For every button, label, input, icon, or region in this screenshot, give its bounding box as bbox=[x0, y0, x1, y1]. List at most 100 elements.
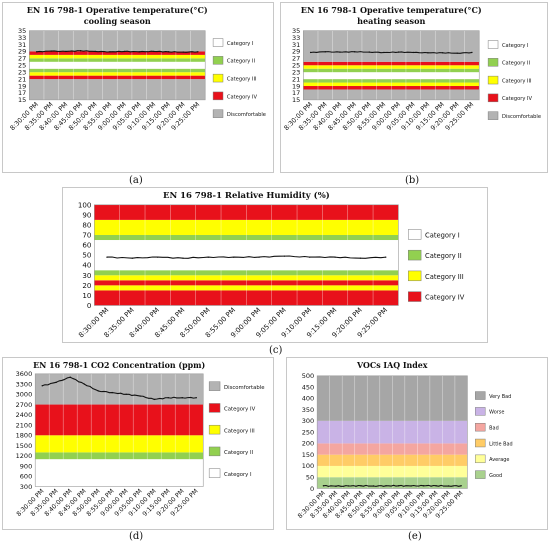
chart-a-title: EN 16 798-1 Operative temperature(°C) bbox=[27, 5, 208, 15]
legend-label-a-1: Category II bbox=[227, 59, 256, 65]
data-point-a-11 bbox=[197, 51, 199, 53]
data-point-d-6 bbox=[125, 393, 127, 395]
y-tick-label-b-4: 23 bbox=[292, 68, 300, 76]
legend-swatch-e-4 bbox=[475, 454, 486, 464]
chart-d-svg: EN 16 798-1 CO2 Concentration (ppm) 300 60… bbox=[15, 361, 264, 518]
legend-label-a-3: Category IV bbox=[227, 94, 258, 100]
data-point-a-5 bbox=[109, 51, 111, 53]
legend-swatch-a-1 bbox=[212, 56, 224, 65]
y-tick-label-b-1: 17 bbox=[292, 89, 300, 97]
y-tick-label-a-4: 23 bbox=[18, 68, 26, 76]
chart-panel-d: EN 16 798-1 CO2 Concentration (ppm) 300 60… bbox=[2, 357, 274, 530]
y-tick-label-e-0: 0 bbox=[310, 485, 314, 493]
chart-b-subtitle: heating season bbox=[357, 16, 425, 26]
data-point-d-5 bbox=[111, 391, 113, 394]
chart-e-title: VOCs IAQ Index bbox=[356, 361, 428, 370]
legend-swatch-d-0 bbox=[208, 381, 221, 391]
y-tick-label-a-5: 25 bbox=[18, 62, 26, 70]
y-tick-label-e-2: 100 bbox=[302, 462, 314, 470]
y-tick-label-c-1: 10 bbox=[82, 291, 92, 300]
y-tick-label-b-10: 35 bbox=[292, 27, 300, 35]
y-tick-label-d-2: 900 bbox=[20, 462, 32, 470]
y-tick-label-b-2: 19 bbox=[292, 82, 300, 90]
plot-border-e bbox=[316, 375, 468, 489]
data-point-e-1 bbox=[335, 485, 337, 487]
legend-swatch-e-0 bbox=[475, 391, 486, 400]
y-tick-label-d-6: 2100 bbox=[16, 421, 33, 429]
data-point-c-0 bbox=[106, 256, 108, 258]
data-point-a-10 bbox=[182, 51, 184, 53]
y-tick-label-c-4: 40 bbox=[82, 261, 92, 270]
series-line-e bbox=[323, 484, 462, 487]
y-tick-label-e-8: 400 bbox=[302, 395, 314, 403]
data-point-b-4 bbox=[368, 51, 370, 53]
legend-swatch-e-1 bbox=[475, 407, 486, 416]
y-tick-label-a-6: 27 bbox=[18, 55, 26, 63]
data-point-e-0 bbox=[322, 485, 325, 487]
legend-label-c-0: Category I bbox=[425, 231, 460, 239]
y-tick-label-e-3: 150 bbox=[302, 451, 314, 459]
data-point-c-4 bbox=[207, 256, 210, 258]
y-tick-label-a-3: 21 bbox=[18, 75, 26, 83]
legend-swatch-b-1 bbox=[487, 58, 499, 67]
y-tick-label-e-10: 500 bbox=[302, 372, 314, 380]
legend-swatch-d-1 bbox=[208, 403, 221, 413]
legend-swatch-d-4 bbox=[208, 468, 221, 478]
data-point-a-2 bbox=[65, 50, 67, 53]
legend-swatch-d-3 bbox=[208, 446, 221, 457]
data-point-e-7 bbox=[410, 485, 412, 487]
y-tick-label-b-5: 25 bbox=[292, 62, 300, 70]
legend-swatch-b-2 bbox=[487, 75, 499, 85]
caption-b: (b) bbox=[405, 175, 420, 186]
chart-b-svg: EN 16 798-1 Operative temperature(°C)hea… bbox=[282, 5, 541, 132]
legend-swatch-d-2 bbox=[208, 424, 221, 435]
caption-e: (e) bbox=[408, 531, 422, 542]
legend-label-b-3: Category IV bbox=[502, 96, 533, 102]
data-point-d-11 bbox=[195, 397, 197, 399]
legend-label-b-2: Category III bbox=[502, 78, 532, 84]
data-point-b-7 bbox=[412, 51, 414, 54]
legend-swatch-a-2 bbox=[212, 73, 224, 83]
data-point-b-5 bbox=[383, 51, 385, 54]
legend-swatch-e-5 bbox=[475, 470, 486, 479]
data-point-a-7 bbox=[138, 51, 140, 53]
data-point-c-5 bbox=[233, 256, 235, 258]
y-tick-label-b-0: 15 bbox=[292, 96, 300, 104]
data-point-e-10 bbox=[447, 485, 450, 487]
y-tick-label-c-8: 80 bbox=[82, 220, 92, 229]
legend-swatch-c-0 bbox=[408, 229, 422, 240]
data-point-a-4 bbox=[94, 50, 96, 53]
y-tick-label-a-7: 29 bbox=[18, 48, 26, 56]
caption-a: (a) bbox=[129, 175, 143, 186]
data-point-c-7 bbox=[283, 255, 286, 257]
y-tick-label-d-3: 1200 bbox=[16, 452, 33, 460]
y-tick-label-c-9: 90 bbox=[82, 210, 92, 219]
legend-swatch-b-0 bbox=[487, 40, 499, 49]
legend-swatch-c-1 bbox=[408, 249, 422, 261]
y-tick-label-e-5: 250 bbox=[302, 428, 314, 436]
y-tick-label-c-7: 70 bbox=[82, 230, 92, 239]
data-point-b-0 bbox=[309, 51, 312, 54]
data-point-b-3 bbox=[353, 51, 356, 53]
legend-label-b-0: Category I bbox=[502, 43, 529, 49]
data-point-a-9 bbox=[167, 51, 170, 53]
data-point-e-11 bbox=[460, 485, 462, 487]
legend-swatch-a-0 bbox=[212, 38, 224, 47]
y-tick-label-a-9: 33 bbox=[18, 34, 26, 42]
y-tick-label-d-5: 1800 bbox=[16, 432, 33, 440]
data-point-c-9 bbox=[334, 256, 336, 258]
chart-d-title: EN 16 798-1 CO2 Concentration (ppm) bbox=[33, 361, 205, 370]
data-point-e-6 bbox=[397, 485, 400, 487]
y-tick-label-d-10: 3300 bbox=[16, 380, 33, 388]
legend-label-b-1: Category II bbox=[502, 61, 531, 67]
chart-panel-b: EN 16 798-1 Operative temperature(°C) hea… bbox=[280, 2, 548, 173]
data-point-e-2 bbox=[347, 485, 350, 487]
legend-swatch-b-3 bbox=[487, 93, 499, 103]
legend-label-a-4: Discomfortable bbox=[227, 112, 266, 118]
y-tick-label-e-7: 350 bbox=[302, 406, 314, 414]
legend-label-e-5: Good bbox=[489, 473, 502, 479]
legend-label-c-2: Category III bbox=[425, 273, 464, 281]
y-tick-label-e-9: 450 bbox=[302, 383, 314, 391]
data-point-d-4 bbox=[97, 390, 99, 392]
legend-label-c-1: Category II bbox=[425, 252, 462, 260]
